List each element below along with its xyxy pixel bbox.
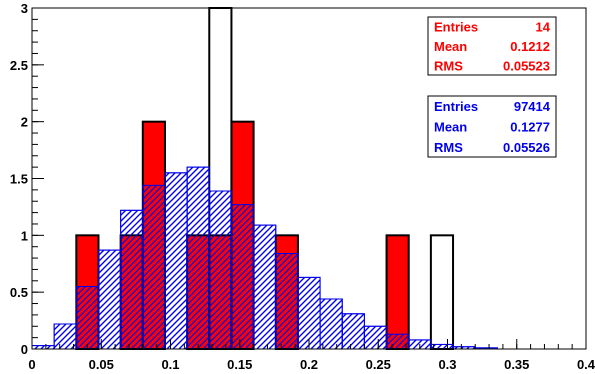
bar-overlay bbox=[230, 204, 255, 350]
stats-label: Entries bbox=[434, 20, 478, 35]
x-tick-label: 0.35 bbox=[504, 357, 529, 372]
x-tick-label: 0.1 bbox=[161, 357, 179, 372]
bar bbox=[385, 234, 410, 350]
stats-label: RMS bbox=[434, 140, 463, 155]
bins-layer bbox=[31, 7, 498, 350]
stats-box-1: Entries 97414 Mean 0.1277 RMS 0.05526 bbox=[427, 95, 557, 158]
bar-overlay bbox=[53, 323, 77, 350]
stats-value: 0.05526 bbox=[503, 140, 550, 155]
stats-label: Mean bbox=[434, 120, 467, 135]
y-tick-label: 0.5 bbox=[10, 285, 28, 300]
x-tick-label: 0.25 bbox=[366, 357, 391, 372]
bar-overlay bbox=[164, 172, 188, 350]
bar-overlay bbox=[186, 166, 210, 350]
bar-overlay bbox=[142, 184, 166, 350]
stats-value: 97414 bbox=[514, 99, 551, 114]
bar-overlay bbox=[297, 276, 321, 350]
y-tick-label: 1.5 bbox=[10, 172, 28, 187]
bar-overlay bbox=[120, 209, 144, 350]
x-tick-label: 0.05 bbox=[89, 357, 114, 372]
hatch-overlay bbox=[31, 166, 498, 350]
x-tick-label: 0.15 bbox=[227, 357, 252, 372]
bar-overlay bbox=[97, 249, 122, 350]
stats-boxes: Entries 14 Mean 0.1212 RMS 0.05523 Entries 9741… bbox=[427, 16, 557, 158]
stats-box-frame bbox=[427, 16, 557, 76]
x-tick-label: 0 bbox=[28, 357, 35, 372]
stats-value: 0.1212 bbox=[510, 39, 550, 54]
y-tick-label: 2.5 bbox=[10, 58, 28, 73]
y-tick-label: 0 bbox=[21, 342, 28, 357]
bar-overlay bbox=[275, 253, 299, 350]
bar-overlay bbox=[386, 333, 410, 350]
x-tick-label: 0.4 bbox=[577, 357, 595, 372]
bar-overlay bbox=[208, 190, 232, 350]
y-tick-label: 3 bbox=[21, 1, 28, 16]
bar-overlay bbox=[319, 298, 343, 350]
stats-label: Mean bbox=[434, 39, 467, 54]
bar-overlay bbox=[341, 313, 365, 350]
bar-overlay bbox=[31, 345, 55, 350]
stats-value: 0.05523 bbox=[503, 58, 550, 73]
stats-value: 0.1277 bbox=[510, 120, 550, 135]
stats-label: Entries bbox=[434, 99, 478, 114]
axes: 0 0.05 0.1 0.15 0.2 0.25 0.3 0.35 0.4 0 0.5 1 1.5 2 2.… bbox=[10, 1, 595, 372]
bar-overlay bbox=[253, 224, 277, 350]
x-tick-label: 0.2 bbox=[300, 357, 318, 372]
x-tick-label: 0.3 bbox=[438, 357, 456, 372]
bar-overlay bbox=[363, 325, 388, 350]
stats-box-frame bbox=[427, 95, 557, 158]
stats-label: RMS bbox=[434, 58, 463, 73]
stats-box-0: Entries 14 Mean 0.1212 RMS 0.05523 bbox=[427, 16, 557, 76]
y-tick-label: 1 bbox=[21, 228, 28, 243]
y-tick-label: 2 bbox=[21, 115, 28, 130]
stats-value: 14 bbox=[536, 20, 551, 35]
bar-overlay bbox=[75, 285, 99, 350]
bar-overlay bbox=[430, 343, 454, 350]
